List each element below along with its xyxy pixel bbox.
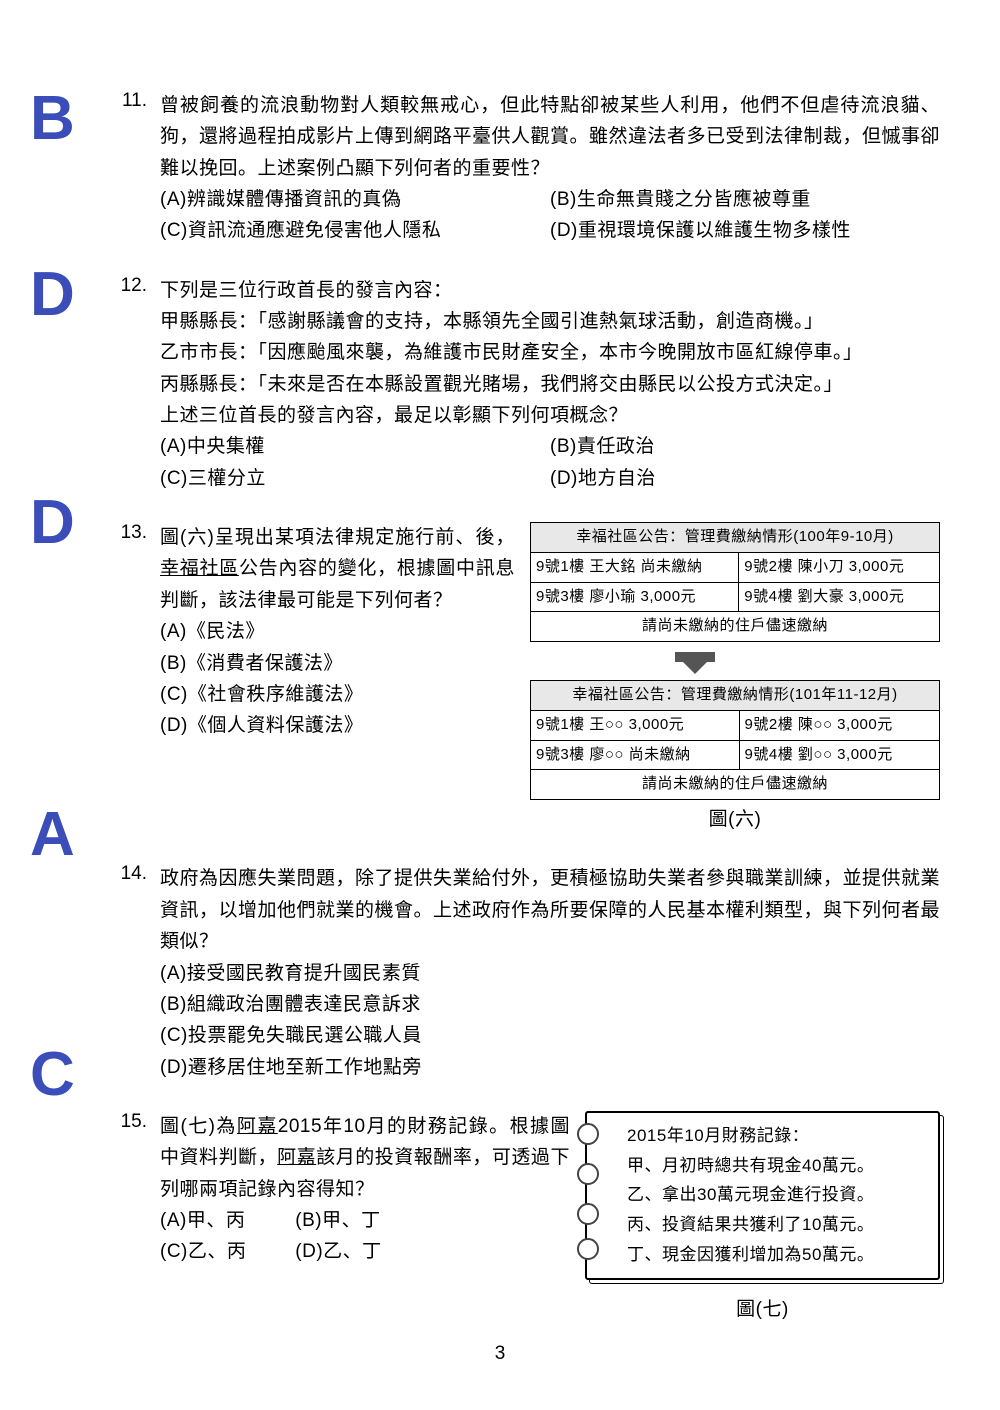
community-table-2: 幸福社區公告：管理費繳納情形(101年11-12月) 9號1樓 王○○ 3,00… — [530, 680, 940, 800]
notebook: 2015年10月財務記錄： 甲、月初時總共有現金40萬元。 乙、拿出30萬元現金… — [585, 1111, 940, 1280]
option-b: (B)甲、丁 — [295, 1205, 430, 1236]
option-c: (C)資訊流通應避免侵害他人隱私 — [160, 215, 550, 246]
notebook-line: 丁、現金因獲利增加為50萬元。 — [627, 1240, 928, 1270]
figure-6-caption: 圖(六) — [530, 804, 940, 835]
q-text: 下列是三位行政首長的發言內容： — [160, 275, 940, 306]
community-table-1: 幸福社區公告：管理費繳納情形(100年9-10月) 9號1樓 王大銘 尚未繳納9… — [530, 522, 940, 642]
option-d: (D)乙、丁 — [295, 1236, 430, 1267]
option-a: (A)《民法》 — [160, 616, 515, 647]
answer-q14: A — [30, 804, 75, 866]
option-d: (D)重視環境保護以維護生物多樣性 — [550, 215, 940, 246]
q-number: 15. — [105, 1111, 147, 1133]
notebook-line: 丙、投資結果共獲利了10萬元。 — [627, 1210, 928, 1240]
option-d: (D)《個人資料保護法》 — [160, 710, 515, 741]
q-number: 11. — [105, 90, 147, 112]
answer-q13: D — [30, 492, 75, 554]
q-line: 甲縣縣長：「感謝縣議會的支持，本縣領先全國引進熱氣球活動，創造商機。」 — [160, 306, 940, 337]
page-number: 3 — [0, 1343, 1000, 1365]
option-b: (B)生命無貴賤之分皆應被尊重 — [550, 184, 940, 215]
q-text: 圖(七)為阿嘉2015年10月的財務記錄。根據圖中資料判斷，阿嘉該月的投資報酬率… — [160, 1111, 570, 1205]
option-d: (D)地方自治 — [550, 463, 940, 494]
figure-7-caption: 圖(七) — [585, 1294, 940, 1325]
q-line: 丙縣縣長：「未來是否在本縣設置觀光賭場，我們將交由縣民以公投方式決定。」 — [160, 369, 940, 400]
ring-icon — [577, 1203, 599, 1225]
q-text: 曾被飼養的流浪動物對人類較無戒心，但此特點卻被某些人利用，他們不但虐待流浪貓、狗… — [160, 90, 940, 184]
ring-icon — [577, 1123, 599, 1145]
question-13: 13. 圖(六)呈現出某項法律規定施行前、後，幸福社區公告內容的變化，根據圖中訊… — [105, 522, 940, 835]
option-b: (B)組織政治團體表達民意訴求 — [160, 989, 940, 1020]
q-text: 圖(六)呈現出某項法律規定施行前、後，幸福社區公告內容的變化，根據圖中訊息判斷，… — [160, 522, 515, 616]
answer-q12: D — [30, 264, 75, 326]
q-line: 上述三位首長的發言內容，最足以彰顯下列何項概念？ — [160, 400, 940, 431]
ring-icon — [577, 1238, 599, 1260]
option-c: (C)乙、丙 — [160, 1236, 295, 1267]
option-b: (B)《消費者保護法》 — [160, 648, 515, 679]
options-row-1: (A)甲、丙 (B)甲、丁 — [160, 1205, 570, 1236]
q-line: 乙市市長：「因應颱風來襲，為維護市民財產安全，本市今晚開放市區紅線停車。」 — [160, 337, 940, 368]
question-15: 15. 圖(七)為阿嘉2015年10月的財務記錄。根據圖中資料判斷，阿嘉該月的投… — [105, 1111, 940, 1325]
q-number: 13. — [105, 522, 147, 544]
option-a: (A)甲、丙 — [160, 1205, 295, 1236]
option-a: (A)接受國民教育提升國民素質 — [160, 958, 940, 989]
ring-icon — [577, 1163, 599, 1185]
q-number: 12. — [105, 275, 147, 297]
notebook-line: 甲、月初時總共有現金40萬元。 — [627, 1151, 928, 1181]
notebook-line: 乙、拿出30萬元現金進行投資。 — [627, 1180, 928, 1210]
option-a: (A)中央集權 — [160, 431, 550, 462]
options: (A)辨識媒體傳播資訊的真偽 (B)生命無貴賤之分皆應被尊重 (C)資訊流通應避… — [160, 184, 940, 247]
arrow-down-icon — [530, 646, 940, 666]
option-c: (C)三權分立 — [160, 463, 550, 494]
figure-7: 2015年10月財務記錄： 甲、月初時總共有現金40萬元。 乙、拿出30萬元現金… — [585, 1111, 940, 1325]
option-c: (C)《社會秩序維護法》 — [160, 679, 515, 710]
question-11: 11. 曾被飼養的流浪動物對人類較無戒心，但此特點卻被某些人利用，他們不但虐待流… — [105, 90, 940, 247]
answer-q11: B — [30, 88, 75, 150]
option-b: (B)責任政治 — [550, 431, 940, 462]
q-text: 政府為因應失業問題，除了提供失業給付外，更積極協助失業者參與職業訓練，並提供就業… — [160, 863, 940, 957]
figure-6: 幸福社區公告：管理費繳納情形(100年9-10月) 9號1樓 王大銘 尚未繳納9… — [530, 522, 940, 835]
question-14: 14. 政府為因應失業問題，除了提供失業給付外，更積極協助失業者參與職業訓練，並… — [105, 863, 940, 1082]
answer-q15: C — [30, 1044, 75, 1106]
option-d: (D)遷移居住地至新工作地點旁 — [160, 1052, 940, 1083]
options: (A)中央集權 (B)責任政治 (C)三權分立 (D)地方自治 — [160, 431, 940, 494]
question-12: 12. 下列是三位行政首長的發言內容： 甲縣縣長：「感謝縣議會的支持，本縣領先全… — [105, 275, 940, 494]
options-row-2: (C)乙、丙 (D)乙、丁 — [160, 1236, 570, 1267]
option-c: (C)投票罷免失職民選公職人員 — [160, 1020, 940, 1051]
option-a: (A)辨識媒體傳播資訊的真偽 — [160, 184, 550, 215]
q-number: 14. — [105, 863, 147, 885]
notebook-title: 2015年10月財務記錄： — [627, 1121, 928, 1151]
